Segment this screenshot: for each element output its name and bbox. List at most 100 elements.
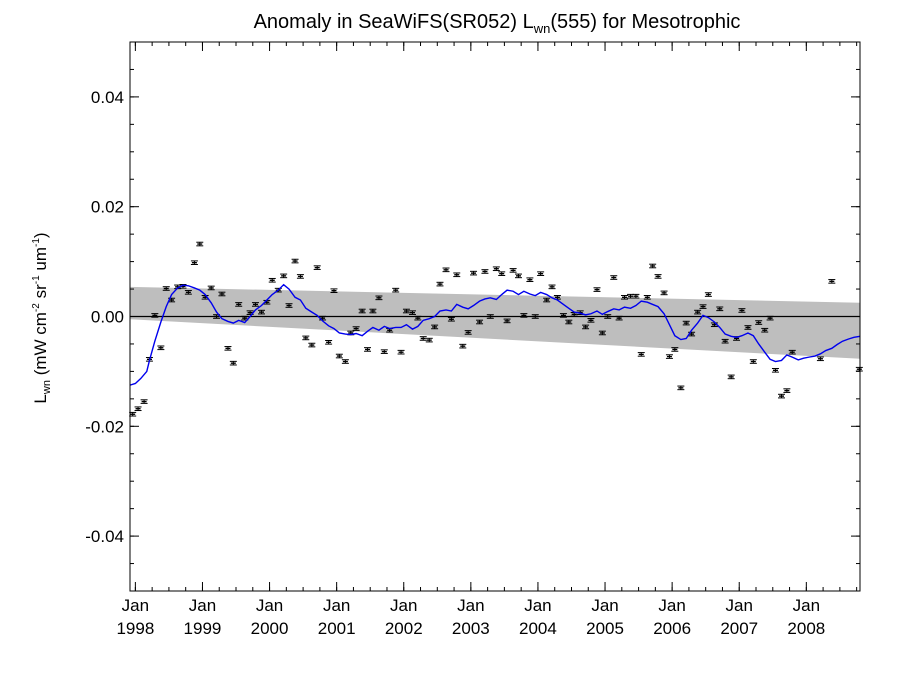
- data-point: [268, 277, 276, 283]
- data-point: [716, 306, 724, 312]
- data-point: [285, 303, 293, 308]
- data-point: [699, 304, 707, 309]
- data-point: [375, 295, 383, 301]
- data-point: [414, 315, 422, 321]
- x-tick-label-year: 2000: [251, 619, 289, 638]
- smoothed-line: [129, 283, 861, 386]
- y-tick-label: 0.04: [91, 88, 124, 107]
- data-point: [190, 260, 198, 265]
- x-tick-label-year: 2008: [787, 619, 825, 638]
- chart-title: Anomaly in SeaWiFS(SR052) Lwn(555) for M…: [254, 11, 741, 36]
- y-axis-label: Lwn (mW cm-2 sr-1 um-1): [31, 232, 53, 403]
- data-point: [308, 342, 316, 348]
- data-point: [151, 313, 159, 318]
- data-point: [704, 292, 712, 297]
- data-point: [218, 291, 226, 297]
- data-point: [207, 285, 215, 291]
- data-point: [341, 359, 349, 364]
- data-point: [694, 309, 702, 315]
- x-tick-label-month: Jan: [524, 596, 551, 615]
- data-point: [280, 273, 288, 279]
- data-point: [330, 288, 338, 293]
- data-point: [682, 320, 690, 326]
- data-point: [196, 241, 204, 247]
- data-point: [604, 314, 612, 319]
- data-point: [771, 368, 779, 373]
- data-point: [632, 293, 640, 299]
- data-point: [425, 337, 433, 343]
- data-point: [654, 274, 662, 279]
- data-point: [688, 331, 696, 337]
- data-point: [761, 327, 769, 333]
- data-point: [649, 263, 657, 269]
- x-tick-label-year: 2003: [452, 619, 490, 638]
- data-point: [481, 269, 489, 274]
- data-point: [738, 308, 746, 313]
- x-tick-label-year: 2007: [720, 619, 758, 638]
- data-point: [358, 308, 366, 314]
- data-point: [503, 318, 511, 324]
- data-point: [470, 270, 478, 276]
- data-point: [397, 349, 405, 355]
- data-point: [828, 279, 836, 284]
- data-point: [235, 302, 243, 307]
- data-point: [436, 281, 444, 287]
- data-point: [325, 340, 333, 345]
- data-point: [251, 302, 259, 307]
- y-tick-label: 0.00: [91, 308, 124, 327]
- data-point: [296, 274, 304, 279]
- data-point: [520, 313, 528, 318]
- data-point: [755, 320, 763, 325]
- data-point: [509, 268, 517, 273]
- data-point: [369, 308, 377, 314]
- data-point: [224, 346, 232, 351]
- x-tick-label-month: Jan: [726, 596, 753, 615]
- x-tick-label-month: Jan: [793, 596, 820, 615]
- data-point: [620, 294, 628, 300]
- data-point: [291, 258, 299, 264]
- data-point: [335, 353, 343, 359]
- data-point: [486, 314, 494, 319]
- data-point: [140, 399, 148, 404]
- data-point: [615, 315, 623, 321]
- data-point: [492, 266, 500, 272]
- x-tick-label-year: 1998: [116, 619, 154, 638]
- data-point: [392, 287, 400, 293]
- data-point: [788, 349, 796, 355]
- data-point: [453, 272, 461, 278]
- data-point: [598, 330, 606, 336]
- data-point: [816, 356, 824, 362]
- data-point: [665, 354, 673, 359]
- axes: 0.04 0.02 0.00 -0.02 -0.04 Jan 1998 Jan 1999 Jan 2…: [85, 41, 861, 638]
- data-point: [514, 273, 522, 279]
- x-tick-label-year: 2002: [385, 619, 423, 638]
- data-point: [610, 275, 618, 280]
- data-point: [419, 336, 427, 341]
- data-point: [134, 406, 142, 412]
- x-tick-label-year: 2006: [653, 619, 691, 638]
- data-point: [162, 286, 170, 291]
- data-point: [447, 316, 455, 322]
- data-point: [643, 294, 651, 300]
- y-tick-label: 0.02: [91, 198, 124, 217]
- x-tick-label-year: 2005: [586, 619, 624, 638]
- data-point: [593, 287, 601, 292]
- data-point: [258, 309, 266, 315]
- data-point: [431, 324, 439, 330]
- data-point: [677, 385, 685, 391]
- data-point: [543, 297, 551, 303]
- x-tick-label-month: Jan: [122, 596, 149, 615]
- data-point: [464, 330, 472, 335]
- data-point: [402, 308, 410, 314]
- x-tick-label-year: 2001: [318, 619, 356, 638]
- x-tick-label-month: Jan: [390, 596, 417, 615]
- data-point: [442, 267, 450, 273]
- data-point: [721, 338, 729, 344]
- data-point: [537, 271, 545, 276]
- y-tick-label: -0.02: [85, 417, 124, 436]
- data-point: [582, 324, 590, 330]
- data-point: [380, 349, 388, 354]
- data-point: [749, 359, 757, 364]
- data-point: [565, 319, 573, 325]
- data-point: [313, 265, 321, 270]
